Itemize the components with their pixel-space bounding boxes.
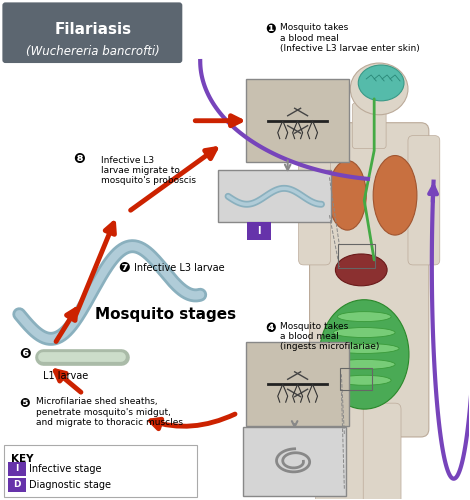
FancyBboxPatch shape [243, 427, 346, 496]
Text: ❺: ❺ [19, 397, 30, 410]
Text: Mosquito takes
a blood meal
(Infective L3 larvae enter skin): Mosquito takes a blood meal (Infective L… [280, 24, 420, 53]
Text: KEY: KEY [11, 454, 34, 464]
FancyBboxPatch shape [4, 445, 197, 496]
Ellipse shape [320, 300, 409, 409]
Text: Diagnostic stage: Diagnostic stage [29, 480, 111, 490]
Ellipse shape [373, 156, 417, 235]
Ellipse shape [333, 360, 395, 370]
FancyBboxPatch shape [353, 403, 401, 500]
Text: Mosquito stages: Mosquito stages [95, 307, 236, 322]
Text: (Wuchereria bancrofti): (Wuchereria bancrofti) [26, 44, 160, 58]
Ellipse shape [333, 328, 395, 338]
Text: L1 larvae: L1 larvae [43, 372, 88, 382]
Text: I: I [16, 464, 19, 473]
FancyBboxPatch shape [310, 122, 429, 437]
FancyBboxPatch shape [352, 103, 386, 148]
FancyBboxPatch shape [298, 136, 330, 265]
Ellipse shape [350, 63, 408, 115]
Ellipse shape [337, 312, 391, 322]
FancyBboxPatch shape [246, 342, 349, 426]
Text: I: I [257, 226, 260, 236]
Text: Infective stage: Infective stage [29, 464, 102, 474]
FancyBboxPatch shape [246, 79, 349, 162]
FancyBboxPatch shape [218, 170, 331, 222]
Ellipse shape [336, 254, 387, 286]
FancyBboxPatch shape [2, 2, 182, 63]
Text: Infective L3
larvae migrate to
mosquito's proboscis: Infective L3 larvae migrate to mosquito'… [101, 156, 196, 186]
FancyBboxPatch shape [8, 462, 26, 475]
Text: Mosquito takes
a blood meal
(ingests microfilariae): Mosquito takes a blood meal (ingests mic… [280, 322, 379, 352]
Text: ❽: ❽ [73, 152, 85, 166]
Text: Microfilariae shed sheaths,
penetrate mosquito's midgut,
and migrate to thoracic: Microfilariae shed sheaths, penetrate mo… [36, 397, 183, 427]
Ellipse shape [329, 160, 366, 230]
Ellipse shape [329, 344, 399, 353]
Text: ❹: ❹ [265, 322, 275, 334]
FancyBboxPatch shape [315, 403, 363, 500]
FancyBboxPatch shape [247, 222, 271, 240]
Text: Infective L3 larvae: Infective L3 larvae [133, 263, 224, 273]
Ellipse shape [337, 376, 391, 385]
Text: ❶: ❶ [265, 24, 275, 36]
FancyBboxPatch shape [408, 136, 440, 265]
Ellipse shape [358, 65, 404, 101]
Text: ❼: ❼ [119, 261, 131, 275]
Text: Filariasis: Filariasis [54, 22, 132, 36]
Text: D: D [14, 480, 21, 489]
Text: ❻: ❻ [19, 348, 31, 362]
FancyBboxPatch shape [8, 478, 26, 492]
